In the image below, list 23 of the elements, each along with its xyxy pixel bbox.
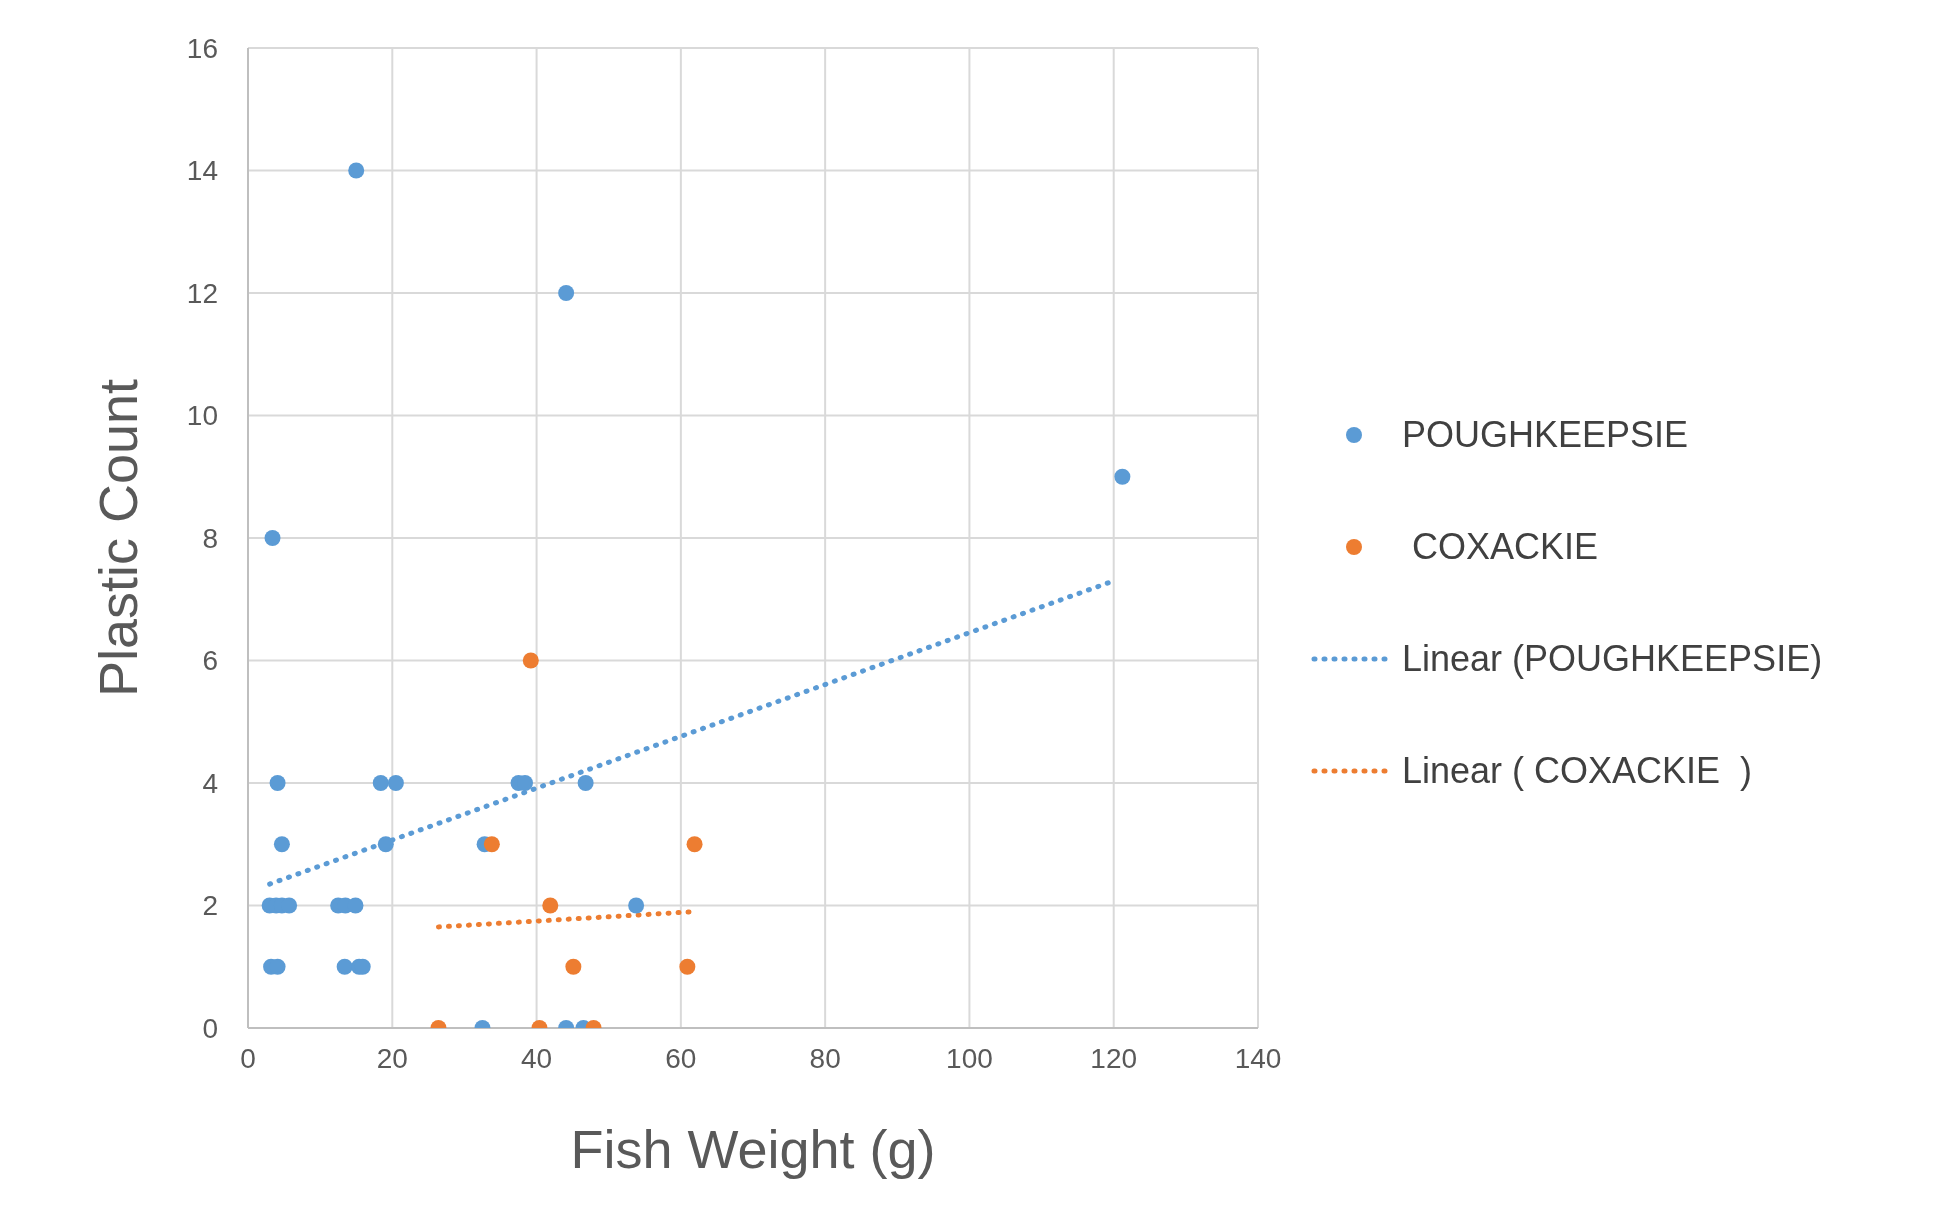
x-tick-label: 80 (809, 1042, 841, 1074)
y-tick-label: 8 (202, 522, 218, 554)
legend-label: POUGHKEEPSIE (1402, 414, 1689, 456)
x-axis-title: Fish Weight (g) (570, 1119, 936, 1179)
y-tick-label: 2 (202, 890, 218, 922)
x-tick-label: 120 (1090, 1042, 1138, 1074)
legend-label: Linear (POUGHKEEPSIE) (1402, 638, 1823, 680)
y-tick-label: 0 (202, 1012, 218, 1044)
legend-label: Linear ( COXACKIE ) (1402, 750, 1753, 792)
x-tick-label: 140 (1234, 1042, 1282, 1074)
x-tick-label: 100 (946, 1042, 993, 1074)
x-tick-label: 20 (376, 1042, 408, 1074)
y-tick-label: 4 (202, 767, 218, 799)
y-tick-label: 16 (186, 32, 218, 64)
y-tick-label: 12 (186, 277, 218, 309)
y-tick-label: 14 (186, 155, 218, 187)
y-tick-label: 10 (186, 400, 218, 432)
y-tick-label: 6 (202, 645, 218, 677)
x-tick-label: 40 (520, 1042, 553, 1074)
y-axis-title: Plastic Count (88, 378, 149, 698)
legend-label: COXACKIE (1411, 526, 1599, 568)
x-tick-label: 60 (665, 1042, 697, 1074)
x-tick-label: 0 (240, 1042, 256, 1074)
